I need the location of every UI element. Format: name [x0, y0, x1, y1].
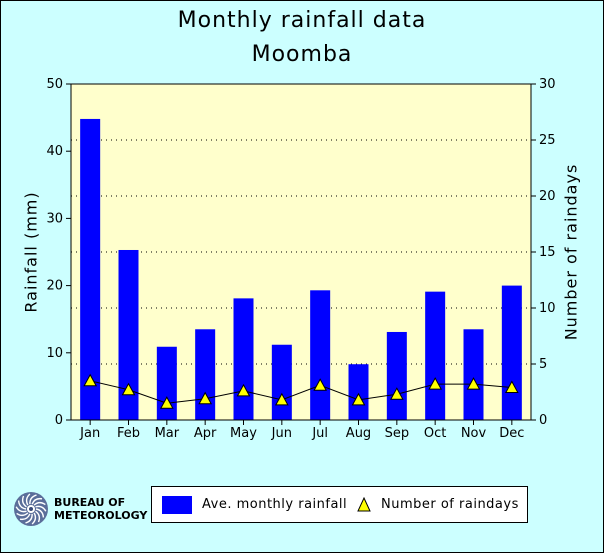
logo-swirl-ray	[29, 494, 37, 505]
tick-labels: 0 10 20 30 40 50 0 5 10 15 20 25 30 Jan Feb Mar Apr May Ju…	[46, 77, 555, 441]
x-tick-label: Jan	[79, 426, 100, 441]
chart-legend: Ave. monthly rainfall Number of raindays	[151, 486, 528, 523]
legend-item-rainfall: Ave. monthly rainfall	[162, 487, 347, 522]
bar-apr	[195, 329, 216, 420]
raindays-marker-mar	[159, 396, 174, 409]
y-tick-label: 10	[46, 346, 63, 361]
raindays-marker-apr	[198, 391, 213, 405]
bureau-logo: BUREAU OF METEOROLOGY	[12, 490, 152, 530]
chart-subtitle: Moomba	[251, 42, 353, 67]
bar-jun	[271, 344, 292, 420]
bar-dec	[501, 285, 522, 420]
y2-tick-label: 25	[539, 133, 556, 148]
logo-swirl-ray	[35, 510, 41, 523]
bar-sep	[386, 331, 407, 420]
x-tick-label: Nov	[461, 426, 487, 441]
chart-title: Monthly rainfall data	[177, 8, 427, 33]
raindays-marker-sep	[389, 387, 404, 400]
x-tick-label: Feb	[117, 426, 140, 441]
bar-mar	[156, 346, 177, 420]
logo-swirl-ray	[35, 505, 47, 512]
legend-item-raindays: Number of raindays	[357, 487, 519, 522]
raindays-marker-jan	[83, 373, 98, 387]
bar-oct	[425, 291, 446, 420]
logo-swirl-ray	[17, 500, 27, 510]
x-tick-label: Jul	[311, 426, 328, 441]
legend-label-raindays: Number of raindays	[381, 497, 519, 512]
y-tick-label: 20	[46, 279, 63, 294]
x-tick-label: Dec	[499, 426, 524, 441]
logo-swirl-ray	[25, 513, 33, 524]
bar-jan	[80, 118, 101, 420]
raindays-marker-aug	[351, 392, 366, 406]
legend-label-rainfall: Ave. monthly rainfall	[202, 497, 348, 512]
raindays-marker-jul	[313, 378, 328, 391]
bar-nov	[463, 329, 484, 420]
y2-tick-label: 30	[539, 77, 556, 92]
logo-swirl-ray	[25, 493, 31, 506]
bar-aug	[348, 364, 369, 420]
x-tick-label: Oct	[424, 426, 446, 441]
logo-swirl-ray	[15, 506, 27, 513]
bar-feb	[118, 249, 139, 420]
legend-bar-swatch	[162, 495, 192, 514]
raindays-marker-nov	[466, 377, 481, 390]
raindays-marker-may	[236, 383, 251, 397]
logo-swirl-ray	[19, 513, 31, 521]
axes	[66, 83, 536, 425]
raindays-marker-jun	[274, 392, 289, 406]
x-tick-label: May	[230, 426, 257, 441]
raindays-marker-feb	[121, 382, 136, 396]
y-tick-label: 40	[46, 144, 63, 159]
y-tick-label: 50	[46, 77, 63, 92]
bar-may	[233, 298, 254, 420]
raindays-line-series	[83, 373, 519, 409]
y-tick-label: 30	[46, 211, 63, 226]
bar-jul	[310, 290, 331, 420]
x-tick-label: Apr	[194, 426, 217, 441]
logo-line-1: BUREAU OF	[54, 496, 126, 509]
logo-swirl-ray	[33, 501, 46, 506]
x-tick-label: Jun	[271, 426, 292, 441]
x-tick-label: Mar	[155, 426, 180, 441]
y2-tick-label: 0	[539, 413, 547, 428]
y2-tick-label: 15	[539, 245, 556, 260]
logo-line-2: METEOROLOGY	[54, 509, 148, 522]
logo-swirl-ray	[35, 508, 45, 518]
bom-swirl-logo-icon	[14, 492, 48, 526]
x-tick-label: Sep	[385, 426, 410, 441]
raindays-marker-oct	[428, 377, 443, 390]
x-tick-label: Aug	[346, 426, 371, 441]
logo-swirl-ray	[31, 497, 43, 505]
y2-tick-label: 20	[539, 189, 556, 204]
raindays-line	[90, 380, 512, 404]
logo-swirl-ray	[21, 495, 27, 508]
y2-tick-label: 5	[539, 357, 547, 372]
legend-triangle-marker	[357, 496, 371, 511]
grid-lines	[71, 139, 531, 365]
logo-swirl-ray	[16, 512, 29, 517]
y-tick-label: 0	[55, 413, 63, 428]
y2-tick-label: 10	[539, 301, 556, 316]
bureau-logo-text: BUREAU OF METEOROLOGY	[54, 496, 147, 522]
raindays-marker-dec	[504, 380, 519, 394]
logo-swirl-ray	[31, 512, 37, 525]
